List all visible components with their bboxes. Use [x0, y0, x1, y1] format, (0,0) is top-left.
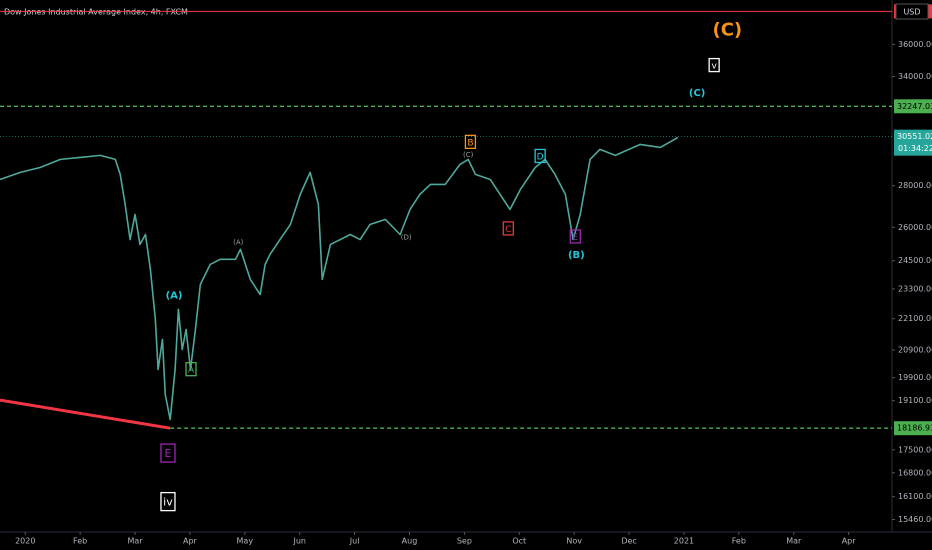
wave-label: (D)	[401, 233, 412, 241]
wave-label: (B)	[568, 250, 585, 261]
wave-label-box	[185, 362, 197, 377]
x-tick-label: Jul	[349, 537, 360, 546]
wave-label: (C)	[712, 19, 742, 40]
last-price-label: 30551.02	[897, 132, 932, 141]
y-tick-label: 16100.00	[898, 492, 932, 501]
wave-label: E	[164, 447, 171, 460]
y-tick-label: 23300.00	[898, 284, 932, 293]
wave-label: A	[188, 366, 195, 376]
x-tick-label: Dec	[621, 537, 636, 546]
y-tick-label: 17500.00	[898, 445, 932, 454]
y-tick-label: 15460.00	[898, 515, 932, 524]
x-tick-label: Sep	[457, 537, 472, 546]
currency: USD	[903, 8, 920, 17]
y-tick-label: 34000.00	[898, 72, 932, 81]
wave-label-box	[160, 491, 176, 512]
x-tick-label: 2021	[674, 537, 694, 546]
wave-label: (C)	[689, 88, 705, 99]
x-tick-label: Mar	[786, 537, 802, 546]
y-tick-label: 36000.00	[898, 40, 932, 49]
wave-label-box	[708, 57, 720, 73]
level-tag	[894, 421, 932, 436]
x-tick-label: Apr	[842, 537, 857, 546]
y-tick-label: 24500.00	[898, 256, 932, 265]
wave-label: C	[505, 225, 511, 235]
x-tick-label: Jun	[292, 537, 306, 546]
x-tick-label: May	[237, 537, 254, 546]
x-tick-label: Mar	[127, 537, 143, 546]
level-label: 32247.03	[897, 102, 932, 111]
y-tick-label: 22100.00	[898, 314, 932, 323]
wave-label-box	[502, 221, 514, 236]
wave-label: iv	[163, 496, 173, 509]
countdown: 01:34:22	[898, 144, 932, 153]
x-tick-label: Oct	[512, 537, 526, 546]
wave-label-box	[534, 148, 546, 164]
y-tick-label: 19900.00	[898, 373, 932, 382]
wave-label: D	[537, 152, 544, 162]
y-tick-label: 26000.00	[898, 223, 932, 232]
wave-label-box	[464, 134, 477, 150]
level-tag	[894, 99, 932, 114]
wave-label: v	[711, 62, 717, 72]
wave-label: E	[572, 233, 578, 243]
y-tick-label: 20900.00	[898, 346, 932, 355]
y-tick-label: 28000.00	[898, 181, 932, 190]
x-tick-label: Nov	[566, 537, 582, 546]
wave-label-box	[569, 229, 581, 244]
x-tick-label: Feb	[73, 537, 87, 546]
wave-label: (A)	[233, 239, 244, 247]
trend-line	[0, 398, 171, 430]
wave-label: B	[467, 138, 473, 148]
y-tick-label: 16800.00	[898, 468, 932, 477]
x-tick-label: 2020	[15, 537, 35, 546]
last-price-tag	[894, 129, 932, 156]
chart-title: Dow Jones Industrial Average Index, 4h, …	[4, 8, 188, 17]
price-line	[0, 136, 679, 421]
wave-label-box	[160, 443, 176, 463]
x-tick-label: Feb	[732, 537, 746, 546]
level-label: 18186.93	[897, 424, 932, 433]
x-tick-label: Apr	[183, 537, 198, 546]
y-tick-label: 19100.00	[898, 396, 932, 405]
currency-box	[895, 3, 929, 20]
wave-label: (C)	[463, 151, 474, 159]
wave-label: (A)	[166, 291, 183, 302]
x-tick-label: Aug	[402, 537, 418, 546]
